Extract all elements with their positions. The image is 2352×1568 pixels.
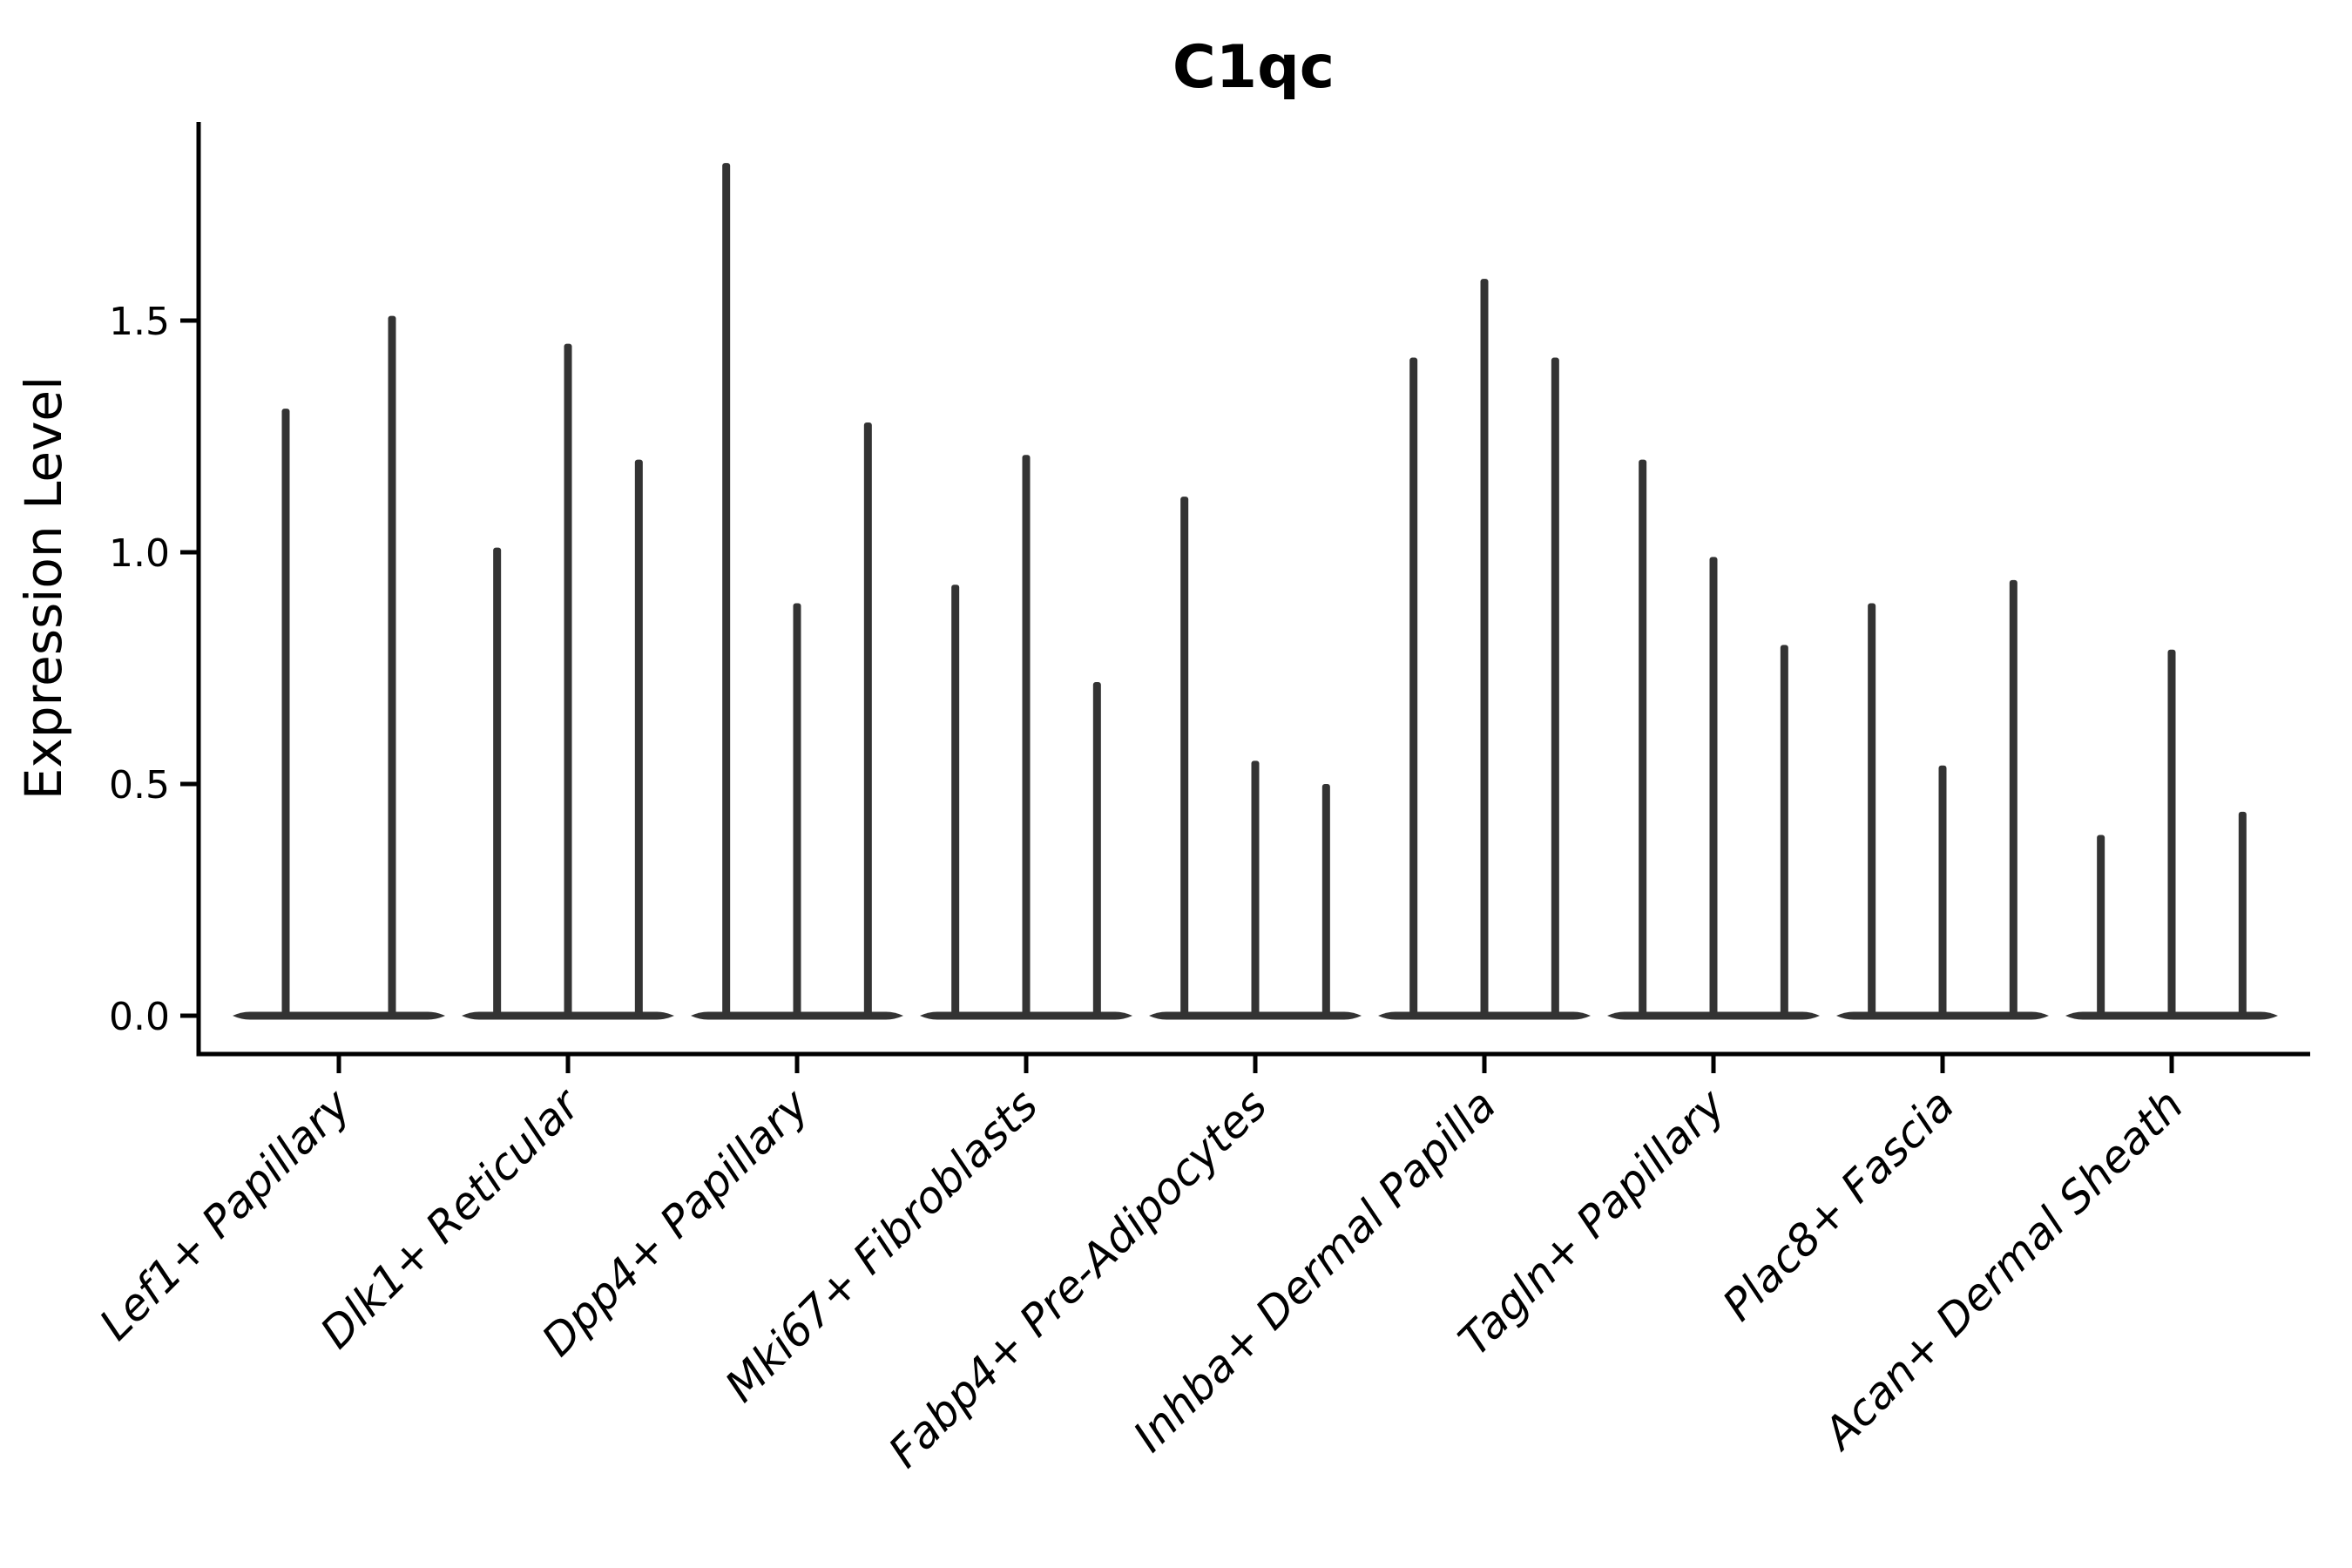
violin-spike — [1480, 279, 1489, 1018]
violin-spike — [388, 315, 396, 1018]
violin-spike — [2097, 835, 2105, 1018]
chart-title: C1qc — [1173, 33, 1335, 102]
violin-spike — [1022, 455, 1031, 1018]
y-tick-label: 0.0 — [109, 995, 170, 1039]
violin-spike — [634, 459, 643, 1018]
violin-spike — [1409, 357, 1418, 1018]
violin-spike — [951, 585, 960, 1018]
violin-base-strip — [233, 1011, 445, 1020]
violin-spike — [793, 603, 801, 1018]
violin-spike — [281, 409, 290, 1019]
violin-spike — [1551, 357, 1559, 1018]
violin-spike — [722, 163, 731, 1018]
violin-spike — [1938, 765, 1947, 1018]
violin-spike — [1868, 603, 1876, 1018]
violin-spike — [1251, 760, 1260, 1018]
violin-spike — [1321, 784, 1330, 1018]
violin-spike — [863, 422, 872, 1018]
violin-spike — [1709, 557, 1718, 1018]
violin-spike — [1092, 681, 1101, 1018]
violin-spike — [1780, 645, 1788, 1018]
y-tick-label: 1.0 — [109, 531, 170, 576]
y-axis-label: Expression Level — [14, 376, 73, 800]
violin-spike — [564, 343, 572, 1019]
y-tick-label: 0.5 — [109, 763, 170, 808]
violin-spike — [2167, 649, 2176, 1018]
violin-spike — [1180, 497, 1189, 1018]
y-tick-label: 1.5 — [109, 300, 170, 344]
violin-spike — [2238, 811, 2247, 1018]
violin-spike — [493, 547, 502, 1018]
violin-spike — [2009, 579, 2017, 1018]
violin-spike — [1639, 459, 1647, 1018]
